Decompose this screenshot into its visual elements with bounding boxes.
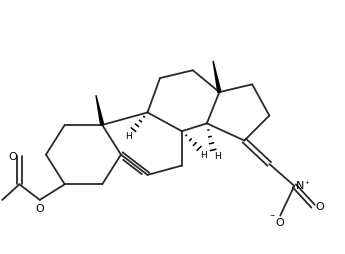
Polygon shape [96, 96, 104, 126]
Polygon shape [213, 62, 221, 93]
Text: H: H [200, 150, 207, 159]
Text: H: H [214, 152, 221, 161]
Text: O: O [8, 152, 17, 162]
Text: $^+$: $^+$ [303, 179, 311, 187]
Text: H: H [125, 132, 132, 141]
Text: N: N [296, 180, 305, 190]
Text: O: O [36, 203, 44, 213]
Text: $^-$: $^-$ [268, 211, 276, 220]
Text: O: O [315, 201, 324, 211]
Text: O: O [275, 217, 284, 227]
